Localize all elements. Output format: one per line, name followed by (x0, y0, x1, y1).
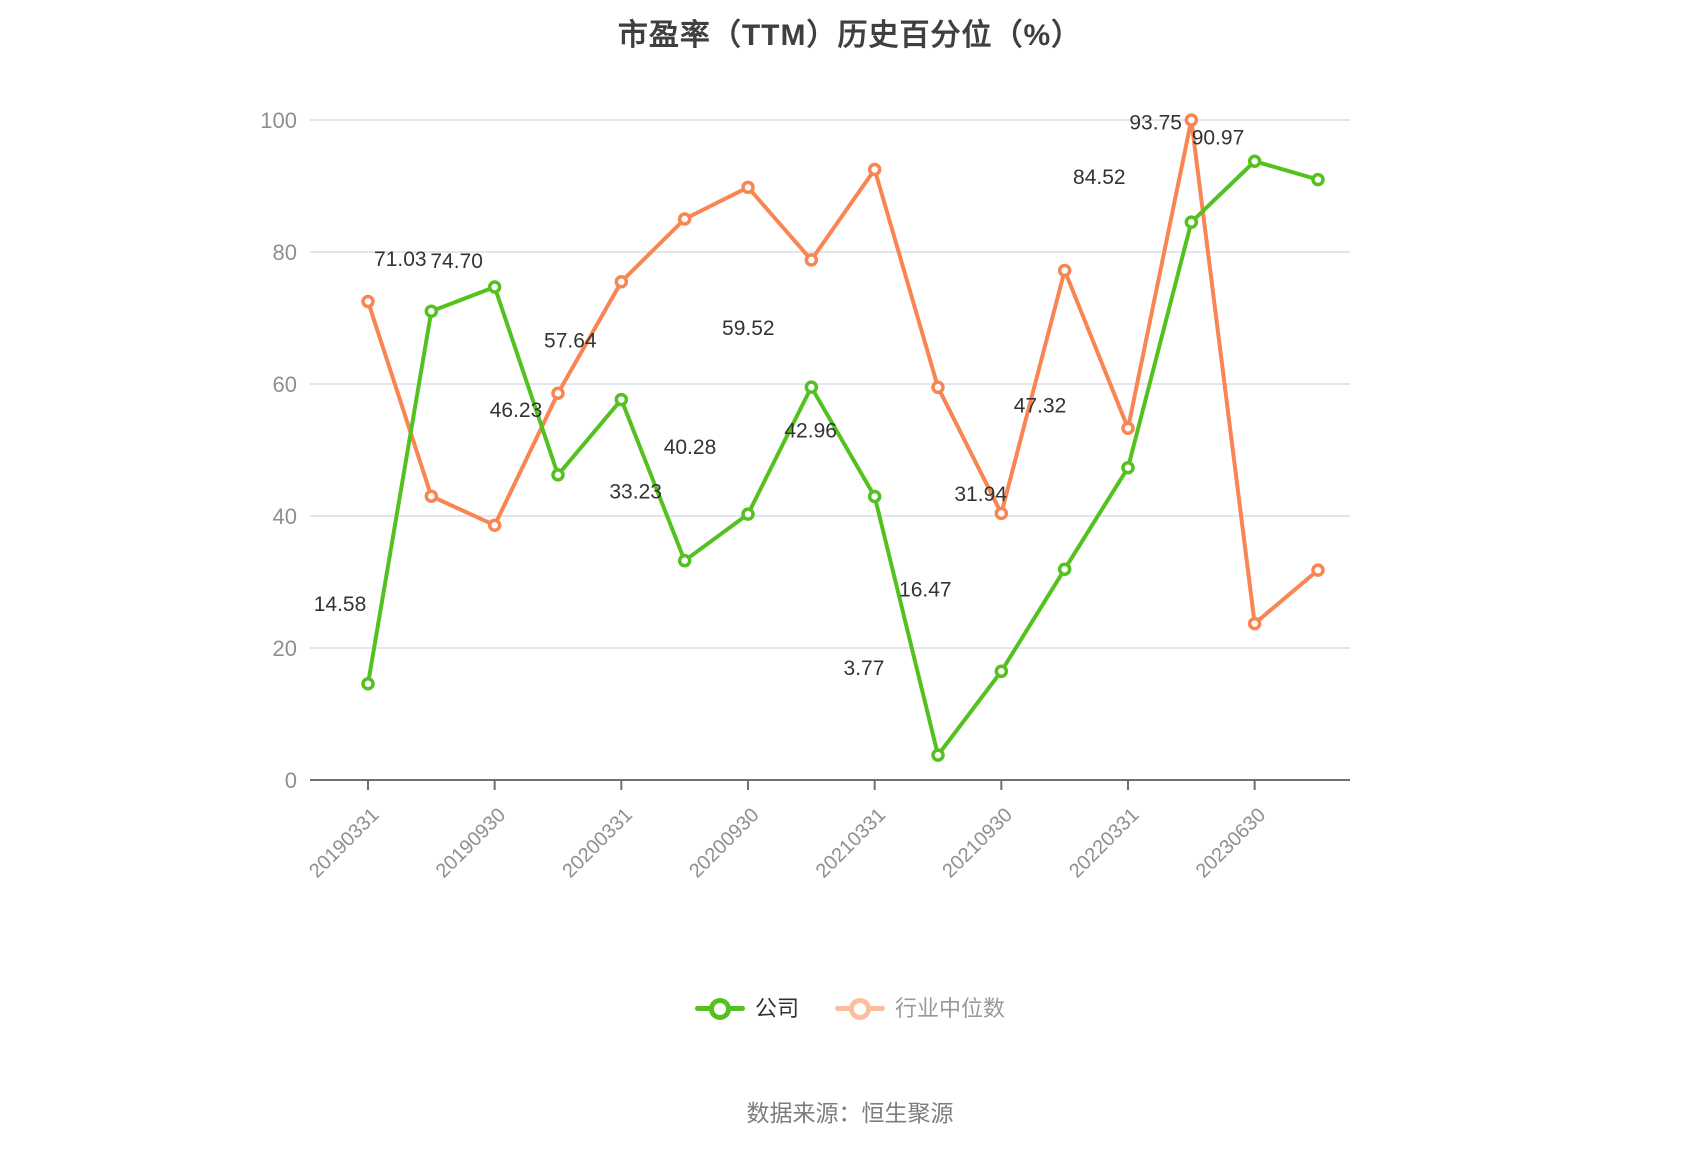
svg-text:20200930: 20200930 (685, 804, 763, 882)
svg-text:90.97: 90.97 (1192, 127, 1245, 150)
svg-text:20220331: 20220331 (1065, 804, 1143, 882)
svg-text:47.32: 47.32 (1014, 395, 1067, 418)
svg-text:60: 60 (273, 372, 297, 397)
svg-text:93.75: 93.75 (1129, 111, 1182, 134)
svg-text:0: 0 (285, 768, 297, 793)
svg-text:46.23: 46.23 (490, 399, 543, 422)
svg-text:100: 100 (260, 108, 297, 133)
company-series-marker (694, 998, 745, 1020)
source-note: 数据来源：恒生聚源 (746, 1100, 954, 1126)
svg-text:20190331: 20190331 (305, 804, 383, 882)
chart-title: 市盈率（TTM）历史百分位（%） (617, 19, 1083, 52)
svg-text:20230630: 20230630 (1192, 804, 1270, 882)
svg-text:20200331: 20200331 (558, 804, 636, 882)
svg-text:40.28: 40.28 (664, 436, 717, 459)
industry-series-marker (835, 998, 885, 1020)
svg-text:14.58: 14.58 (314, 593, 367, 616)
svg-text:3.77: 3.77 (844, 657, 885, 680)
legend-label-industry-median: 行业中位数 (895, 996, 1006, 1021)
svg-text:40: 40 (273, 504, 297, 529)
svg-text:16.47: 16.47 (899, 578, 952, 601)
svg-text:33.23: 33.23 (609, 481, 662, 504)
svg-text:59.52: 59.52 (722, 317, 775, 340)
company-marker-ring (708, 998, 731, 1020)
legend: 公司 行业中位数 (0, 998, 1700, 1020)
svg-text:31.94: 31.94 (954, 483, 1007, 506)
svg-text:80: 80 (273, 240, 297, 265)
svg-text:57.64: 57.64 (544, 330, 597, 353)
svg-text:74.70: 74.70 (430, 250, 483, 273)
line-chart: 0 20 40 60 80 100 20190331 20190930 20200331 2020… (260, 108, 1350, 882)
svg-text:20210930: 20210930 (938, 804, 1016, 882)
svg-text:20190930: 20190930 (432, 804, 510, 882)
svg-text:20: 20 (273, 636, 297, 661)
svg-text:20210331: 20210331 (812, 804, 890, 882)
legend-item-company[interactable]: 公司 (694, 996, 799, 1021)
legend-label-company: 公司 (754, 996, 799, 1021)
legend-item-industry-median[interactable]: 行业中位数 (835, 998, 1005, 1020)
svg-text:71.03: 71.03 (374, 248, 427, 271)
svg-text:84.52: 84.52 (1073, 166, 1126, 189)
svg-text:42.96: 42.96 (784, 419, 837, 442)
industry-marker-ring (849, 998, 871, 1020)
